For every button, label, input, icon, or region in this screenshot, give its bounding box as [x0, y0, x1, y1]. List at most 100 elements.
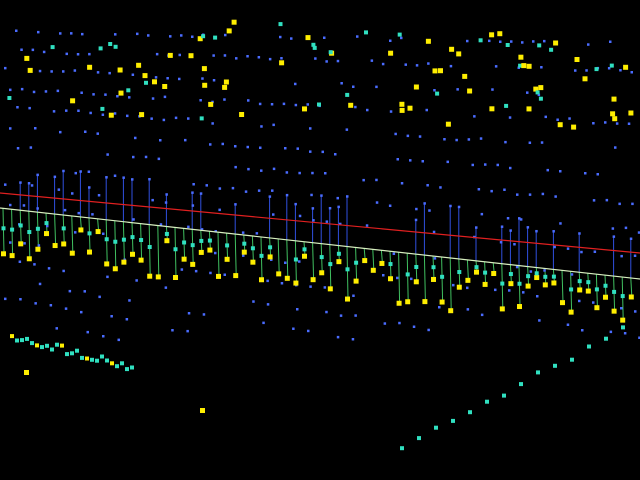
blue-point [438, 306, 441, 309]
yellow-point [568, 309, 574, 315]
blue-point [20, 87, 24, 91]
blue-point [55, 327, 58, 330]
blue-point [279, 35, 282, 39]
yellow-point [467, 88, 473, 94]
yellow-point [499, 306, 505, 312]
green-stem [398, 252, 401, 303]
blue-point [537, 93, 541, 97]
green-stem [234, 234, 237, 276]
cyan-point [35, 226, 40, 231]
blue-point [508, 289, 511, 292]
cyan-point [199, 238, 204, 243]
blue-point [255, 232, 259, 235]
blue-point [614, 146, 617, 149]
blue-point [294, 82, 297, 86]
blue-point [246, 55, 249, 58]
blue-point [192, 183, 195, 186]
yellow-point [24, 55, 30, 61]
blue-point [296, 308, 299, 311]
blue-point [71, 192, 74, 195]
blue-point [426, 184, 429, 187]
yellow-point [202, 82, 208, 88]
cyan-point [345, 92, 350, 97]
blue-point [536, 295, 539, 298]
yellow-point [70, 98, 76, 104]
blue-point [18, 260, 22, 263]
blue-point [592, 122, 595, 125]
yellow-point [432, 68, 438, 74]
cyan-point [100, 106, 105, 111]
green-stem [294, 240, 297, 283]
yellow-point [104, 261, 110, 267]
yellow-point [456, 51, 462, 57]
blue-point [106, 153, 109, 156]
cyan-point [621, 325, 625, 330]
blue-point [307, 329, 310, 333]
blue-point [260, 125, 263, 128]
blue-point [543, 39, 546, 43]
green-stem [561, 270, 564, 303]
cyan-point [569, 287, 574, 292]
blue-point [309, 285, 312, 288]
blue-point [328, 206, 332, 210]
yellow-point [482, 281, 488, 287]
yellow-point [69, 250, 75, 256]
blue-point [354, 105, 357, 109]
yellow-point [130, 251, 135, 257]
blue-point [298, 214, 302, 218]
cyan-point [328, 50, 333, 55]
yellow-point [118, 90, 124, 96]
blue-point [449, 64, 453, 68]
cyan-point [551, 274, 556, 279]
blue-point [490, 189, 493, 193]
cyan-point [400, 446, 404, 451]
blue-point [321, 150, 324, 154]
cyan-point [594, 67, 599, 72]
blue-point [480, 212, 484, 216]
blue-point [114, 33, 117, 36]
yellow-point [223, 79, 229, 85]
green-stem [277, 238, 280, 274]
yellow-point [574, 57, 580, 62]
blue-point [526, 91, 529, 94]
yellow-point [293, 280, 299, 286]
blue-point [432, 230, 436, 234]
blue-point [224, 33, 227, 37]
blue-point [87, 170, 91, 173]
blue-point [65, 52, 68, 56]
red-axis-line [0, 192, 640, 254]
cyan-point [40, 345, 44, 350]
blue-point [37, 244, 41, 247]
blue-point [68, 289, 72, 293]
blue-point [96, 71, 100, 74]
blue-point [515, 265, 519, 269]
cyan-point [120, 361, 124, 366]
blue-point [631, 202, 634, 206]
blue-point [101, 113, 105, 116]
blue-point [212, 79, 216, 82]
blue-point [323, 36, 326, 39]
cyan-point [553, 363, 557, 368]
blue-point [488, 39, 491, 43]
yellow-point [422, 299, 428, 305]
blue-point [634, 310, 637, 313]
cyan-point [478, 38, 483, 43]
blue-point [284, 147, 287, 150]
blue-point [128, 299, 131, 302]
yellow-point [399, 101, 405, 107]
blue-point [178, 77, 181, 81]
blue-point [406, 134, 410, 138]
blue-point [544, 115, 547, 119]
yellow-point [628, 110, 634, 116]
blue-point [241, 231, 245, 234]
blue-point [47, 267, 51, 270]
blue-point [494, 65, 498, 68]
cyan-point [87, 231, 92, 236]
cyan-point [25, 336, 29, 341]
blue-point [86, 330, 89, 334]
green-stem [312, 242, 315, 280]
cyan-point [508, 272, 513, 277]
blue-point [98, 295, 101, 299]
green-stem [630, 277, 633, 297]
